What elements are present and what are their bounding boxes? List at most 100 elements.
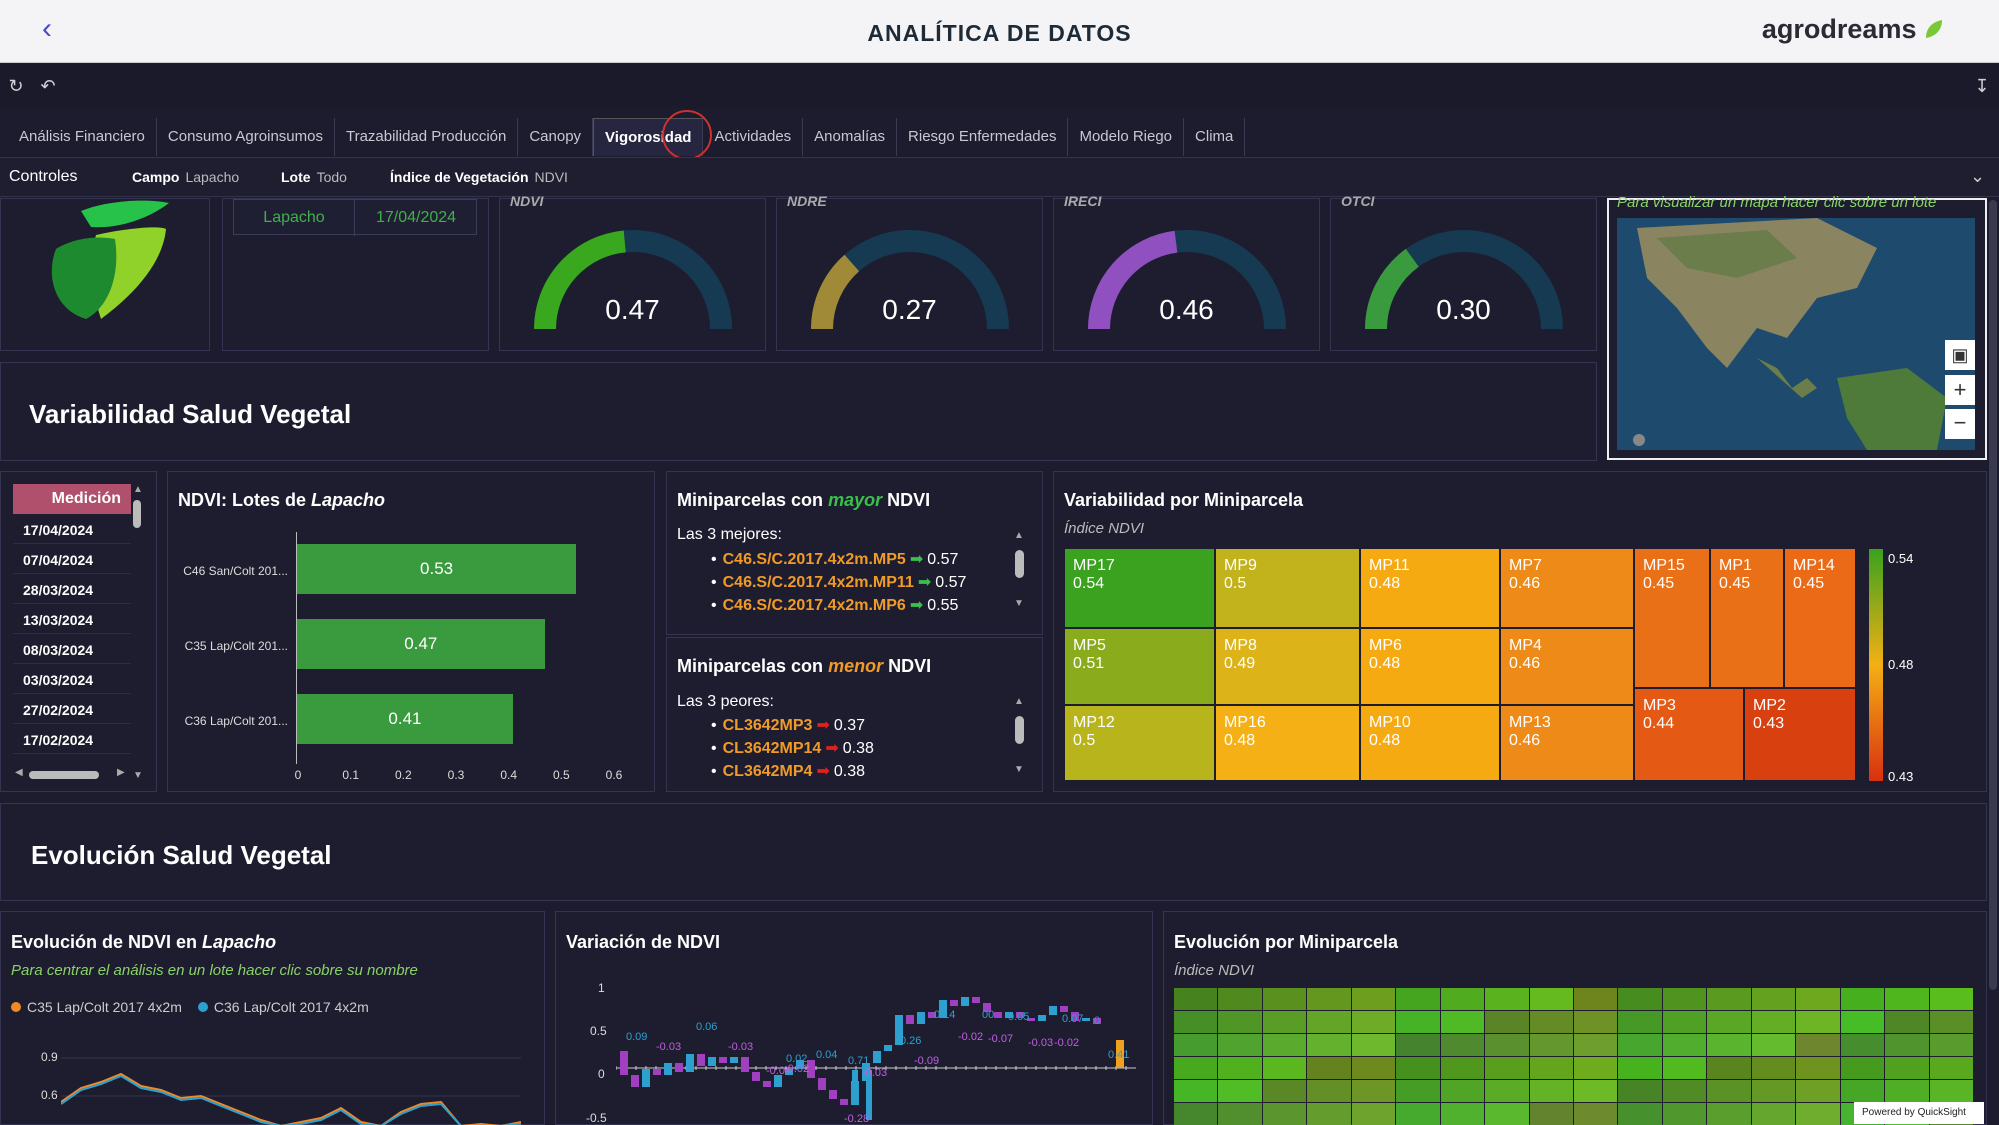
heatmap-cell[interactable] <box>1574 1034 1618 1056</box>
tab-2[interactable]: Trazabilidad Producción <box>335 118 519 156</box>
dates-scrollbar-v[interactable] <box>133 500 141 528</box>
heatmap-cell[interactable] <box>1529 1034 1573 1056</box>
undo-icon[interactable]: ↶ <box>40 76 56 96</box>
heatmap-cell[interactable] <box>1707 988 1751 1010</box>
heatmap-cell[interactable] <box>1174 1080 1218 1102</box>
miniparcel-item[interactable]: • CL3642MP4 ➡ 0.38 <box>711 761 874 784</box>
heatmap-cell[interactable] <box>1796 1103 1840 1125</box>
heatmap-cell[interactable] <box>1929 1011 1973 1033</box>
heatmap-cell[interactable] <box>1885 1080 1929 1102</box>
heatmap-cell[interactable] <box>1707 1011 1751 1033</box>
heatmap-cell[interactable] <box>1307 1103 1351 1125</box>
treemap-chart[interactable]: MP17 0.54 MP5 0.51 MP12 0.5 MP9 0.5 MP8 0.49 MP16 0… <box>1064 548 1856 781</box>
treemap-cell[interactable]: MP10 0.48 <box>1360 705 1500 781</box>
heatmap-cell[interactable] <box>1529 988 1573 1010</box>
heatmap-cell[interactable] <box>1307 1057 1351 1079</box>
heatmap-cell[interactable] <box>1751 1034 1796 1056</box>
heatmap-cell[interactable] <box>1662 1103 1707 1125</box>
treemap-cell[interactable]: MP6 0.48 <box>1360 628 1500 705</box>
heatmap-cell[interactable] <box>1440 1011 1485 1033</box>
indice-control[interactable]: Índice de Vegetación NDVI <box>390 169 568 185</box>
scroll-down-icon[interactable]: ▼ <box>1014 764 1024 775</box>
heatmap-cell[interactable] <box>1929 1080 1973 1102</box>
heatmap-cell[interactable] <box>1796 1011 1840 1033</box>
heatmap-cell[interactable] <box>1174 1034 1218 1056</box>
heatmap-cell[interactable] <box>1885 1011 1929 1033</box>
heatmap-cell[interactable] <box>1307 1011 1351 1033</box>
scroll-up-icon[interactable]: ▲ <box>133 484 143 495</box>
miniparcel-item[interactable]: • C46.S/C.2017.4x2m.MP11 ➡ 0.57 <box>711 572 966 595</box>
treemap-cell[interactable]: MP13 0.46 <box>1500 705 1634 781</box>
treemap-cell[interactable]: MP4 0.46 <box>1500 628 1634 705</box>
treemap-cell[interactable]: MP11 0.48 <box>1360 548 1500 628</box>
heatmap-cell[interactable] <box>1751 1011 1796 1033</box>
heatmap-cell[interactable] <box>1262 1080 1307 1102</box>
variation-waterfall-chart[interactable]: 0.09-0.030.06-0.030.02 0.04-0.04-0.020.71… <box>616 982 1136 1125</box>
heatmap-cell[interactable] <box>1262 1103 1307 1125</box>
lote-control[interactable]: Lote Todo <box>281 169 347 185</box>
miniparcel-item[interactable]: • C46.S/C.2017.4x2m.MP6 ➡ 0.55 <box>711 595 966 618</box>
heatmap-cell[interactable] <box>1662 988 1707 1010</box>
heatmap-cell[interactable] <box>1485 1034 1529 1056</box>
heatmap-cell[interactable] <box>1351 1103 1396 1125</box>
treemap-cell[interactable]: MP15 0.45 <box>1634 548 1710 688</box>
heatmap-cell[interactable] <box>1618 1011 1662 1033</box>
scroll-left-icon[interactable]: ◀ <box>15 767 23 778</box>
heatmap-cell[interactable] <box>1751 1080 1796 1102</box>
heatmap-cell[interactable] <box>1662 1057 1707 1079</box>
heatmap-cell[interactable] <box>1796 988 1840 1010</box>
map-panel[interactable]: Para visualizar un mapa hacer clic sobre… <box>1607 194 1987 460</box>
heatmap-cell[interactable] <box>1440 1057 1485 1079</box>
heatmap-cell[interactable] <box>1929 988 1973 1010</box>
worst-scrollbar[interactable] <box>1015 716 1024 744</box>
heatmap-cell[interactable] <box>1929 1057 1973 1079</box>
chevron-left-icon[interactable]: ‹ <box>42 12 52 45</box>
zoom-in-icon[interactable]: + <box>1945 375 1975 405</box>
tab-7[interactable]: Riesgo Enfermedades <box>897 118 1069 156</box>
date-item[interactable]: 27/02/2024 <box>13 694 131 724</box>
heatmap-cell[interactable] <box>1751 1057 1796 1079</box>
heatmap-cell[interactable] <box>1840 1080 1885 1102</box>
heatmap-cell[interactable] <box>1662 1011 1707 1033</box>
heatmap-cell[interactable] <box>1485 1057 1529 1079</box>
treemap-cell[interactable]: MP17 0.54 <box>1064 548 1215 628</box>
heatmap-cell[interactable] <box>1529 1057 1573 1079</box>
heatmap-cell[interactable] <box>1574 1103 1618 1125</box>
treemap-cell[interactable]: MP2 0.43 <box>1744 688 1856 781</box>
heatmap-cell[interactable] <box>1307 988 1351 1010</box>
heatmap-cell[interactable] <box>1840 1011 1885 1033</box>
tab-6[interactable]: Anomalías <box>803 118 898 156</box>
heatmap-cell[interactable] <box>1885 1034 1929 1056</box>
heatmap-cell[interactable] <box>1351 1057 1396 1079</box>
treemap-cell[interactable]: MP5 0.51 <box>1064 628 1215 705</box>
tab-5[interactable]: Actividades <box>703 118 804 156</box>
heatmap-cell[interactable] <box>1174 1057 1218 1079</box>
heatmap-cell[interactable] <box>1929 1034 1973 1056</box>
evolution-line-chart[interactable] <box>61 1042 521 1125</box>
heatmap-cell[interactable] <box>1396 988 1440 1010</box>
heatmap-cell[interactable] <box>1618 1034 1662 1056</box>
scroll-up-icon[interactable]: ▲ <box>1014 696 1024 707</box>
heatmap-cell[interactable] <box>1751 1103 1796 1125</box>
heatmap-cell[interactable] <box>1440 1034 1485 1056</box>
heatmap-cell[interactable] <box>1485 1103 1529 1125</box>
scroll-down-icon[interactable]: ▼ <box>133 770 143 781</box>
heatmap-cell[interactable] <box>1885 988 1929 1010</box>
heatmap-cell[interactable] <box>1396 1034 1440 1056</box>
heatmap-cell[interactable] <box>1218 1011 1262 1033</box>
reset-icon[interactable]: ↻ <box>8 76 24 96</box>
heatmap-cell[interactable] <box>1307 1080 1351 1102</box>
heatmap-cell[interactable] <box>1840 1034 1885 1056</box>
miniparcel-item[interactable]: • CL3642MP3 ➡ 0.37 <box>711 715 874 738</box>
bar[interactable]: 0.53 <box>297 544 577 594</box>
heatmap-cell[interactable] <box>1218 1034 1262 1056</box>
heatmap-cell[interactable] <box>1351 1034 1396 1056</box>
tab-3[interactable]: Canopy <box>518 118 594 156</box>
heatmap-cell[interactable] <box>1174 1011 1218 1033</box>
bar[interactable]: 0.47 <box>297 619 545 669</box>
controls-bar[interactable]: Controles Campo Lapacho Lote Todo Índice d… <box>0 157 1999 197</box>
heatmap-cell[interactable] <box>1618 1080 1662 1102</box>
heatmap-cell[interactable] <box>1840 988 1885 1010</box>
heatmap-cell[interactable] <box>1574 988 1618 1010</box>
heatmap-cell[interactable] <box>1174 988 1218 1010</box>
